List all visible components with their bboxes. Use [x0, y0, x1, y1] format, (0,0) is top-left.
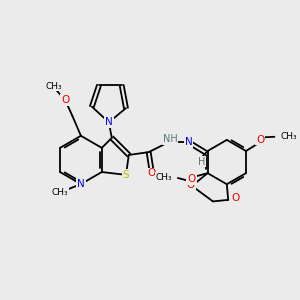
Text: O: O: [231, 194, 239, 203]
Text: CH₃: CH₃: [51, 188, 68, 197]
Text: O: O: [61, 95, 69, 105]
Text: CH₃: CH₃: [280, 132, 297, 141]
Text: CH₃: CH₃: [155, 173, 172, 182]
Text: N: N: [77, 179, 85, 189]
Text: NH: NH: [163, 134, 177, 144]
Text: O: O: [186, 179, 195, 190]
Text: H: H: [197, 157, 205, 166]
Text: CH₃: CH₃: [46, 82, 62, 91]
Text: S: S: [123, 170, 129, 180]
Text: N: N: [184, 137, 192, 147]
Text: O: O: [188, 174, 196, 184]
Text: N: N: [105, 117, 113, 127]
Text: O: O: [256, 135, 264, 145]
Text: O: O: [147, 168, 156, 178]
